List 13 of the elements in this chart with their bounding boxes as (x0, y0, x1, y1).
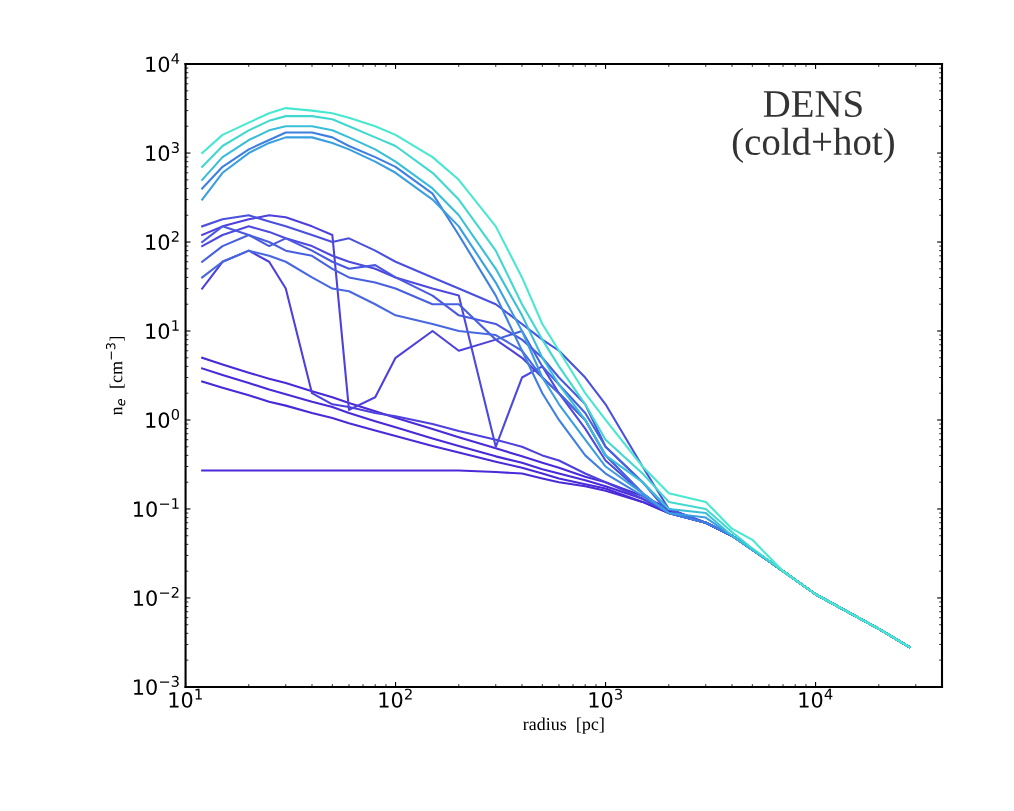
x-axis-title: radius [pc] (523, 717, 604, 734)
y-tick-label: 10$^{−1}$ (134, 498, 179, 518)
x-tick-label: 10$^{3}$ (589, 688, 623, 708)
y-tick-label: 10$^{2}$ (146, 230, 179, 251)
x-tick-label: 10$^{4}$ (799, 688, 833, 708)
y-axis-title: n$_{e}$ [cm$^{−3}$] (105, 336, 126, 416)
x-tick-label: 10$^{2}$ (379, 688, 412, 708)
y-tick-label: 10$^{0}$ (146, 408, 180, 429)
y-tick-label: 10$^{4}$ (146, 53, 180, 73)
y-tick-label: 10$^{1}$ (146, 320, 179, 340)
y-tick-label: 10$^{−2}$ (134, 586, 179, 606)
annotation: DENS (cold+hot) (732, 90, 894, 163)
y-tick-label: 10$^{3}$ (146, 142, 179, 162)
